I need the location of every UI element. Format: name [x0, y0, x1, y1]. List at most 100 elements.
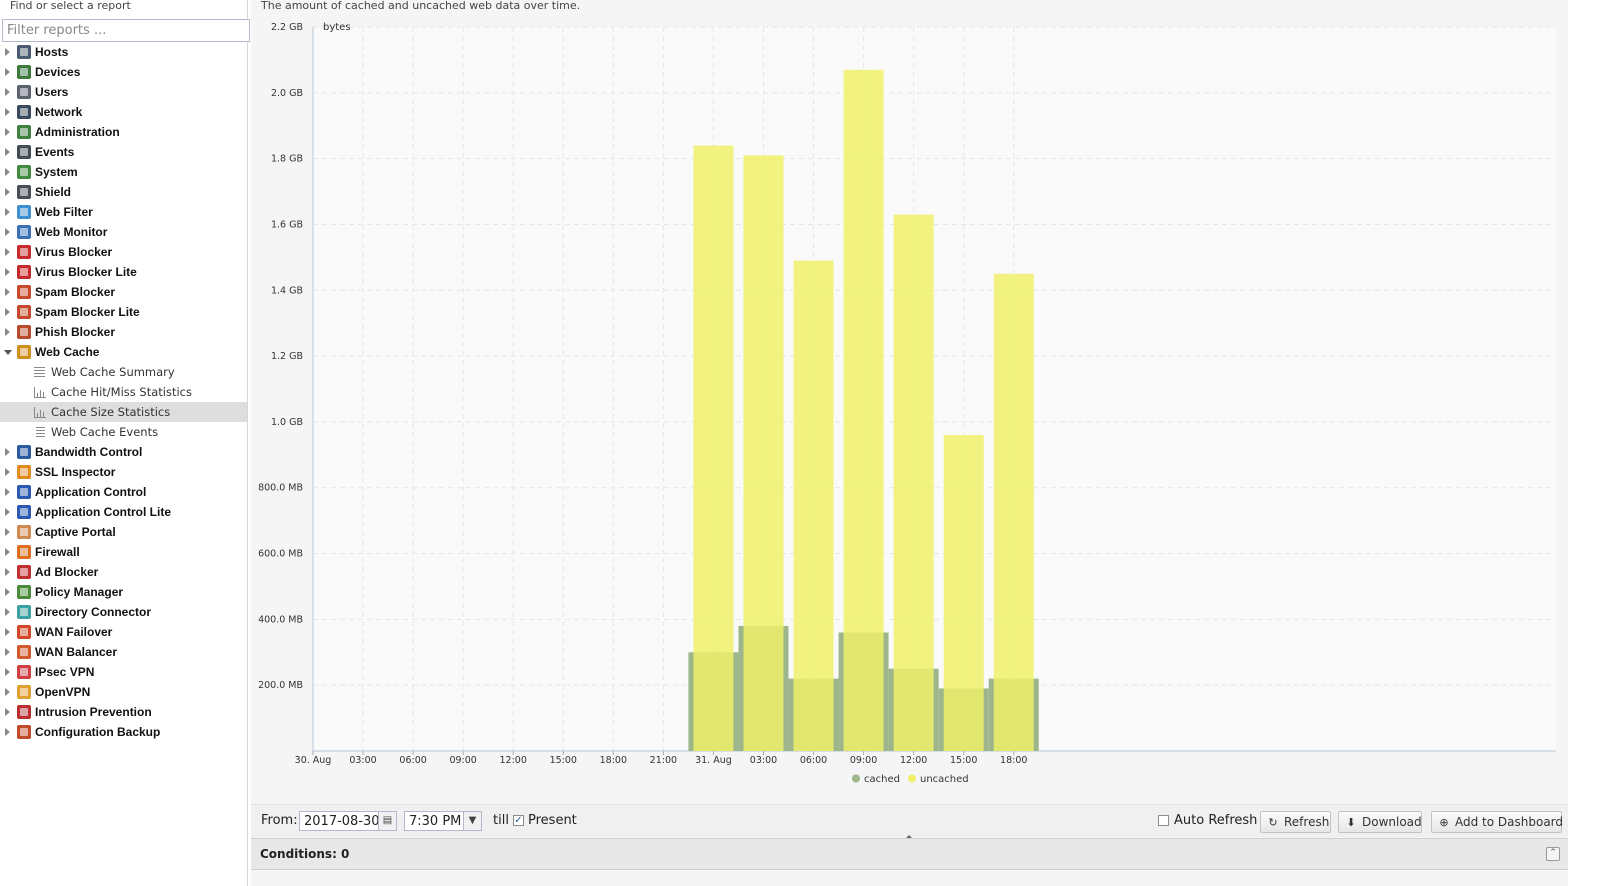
x-tick-label: 09:00 [449, 755, 476, 766]
add-to-dashboard-button[interactable]: ⊕ Add to Dashboard [1431, 811, 1563, 833]
tree-item-virus-blocker[interactable]: Virus Blocker [0, 242, 247, 262]
tree-collapsed-arrow-icon[interactable] [5, 128, 10, 136]
tree-item-label: Virus Blocker Lite [35, 265, 137, 279]
tree-collapsed-arrow-icon[interactable] [5, 608, 10, 616]
tree-collapsed-arrow-icon[interactable] [5, 488, 10, 496]
expand-collapse-icon[interactable]: ⌃ [1546, 847, 1560, 861]
tree-item-system[interactable]: System [0, 162, 247, 182]
tree-item-ssl-inspector[interactable]: SSL Inspector [0, 462, 247, 482]
x-tick-label: 06:00 [399, 755, 426, 766]
check-icon: ✓ [514, 815, 523, 826]
tree-collapsed-arrow-icon[interactable] [5, 228, 10, 236]
legend-label-uncached[interactable]: uncached [920, 774, 969, 785]
time-select[interactable]: 7:30 PM ▼ [404, 811, 482, 831]
tree-item-ad-blocker[interactable]: Ad Blocker [0, 562, 247, 582]
tree-item-label: Ad Blocker [35, 565, 99, 579]
tree-collapsed-arrow-icon[interactable] [5, 648, 10, 656]
tree-collapsed-arrow-icon[interactable] [5, 108, 10, 116]
tree-collapsed-arrow-icon[interactable] [5, 268, 10, 276]
tree-item-label: Devices [35, 65, 81, 79]
tree-collapsed-arrow-icon[interactable] [5, 208, 10, 216]
report-item-cache-size-statistics[interactable]: Cache Size Statistics [0, 402, 247, 422]
tree-item-captive-portal[interactable]: Captive Portal [0, 522, 247, 542]
tree-collapsed-arrow-icon[interactable] [5, 508, 10, 516]
page-margin [1568, 0, 1599, 886]
calendar-icon[interactable]: ▤ [378, 812, 396, 830]
tree-item-intrusion-prevention[interactable]: Intrusion Prevention [0, 702, 247, 722]
tree-collapsed-arrow-icon[interactable] [5, 628, 10, 636]
web-cache-app-icon [17, 345, 31, 359]
auto-refresh-checkbox[interactable] [1158, 815, 1169, 826]
tree-collapsed-arrow-icon[interactable] [5, 88, 10, 96]
tree-item-network[interactable]: Network [0, 102, 247, 122]
event-list-report-icon [34, 427, 45, 437]
tree-item-label: IPsec VPN [35, 665, 95, 679]
legend-label-cached[interactable]: cached [864, 774, 900, 785]
tree-item-users[interactable]: Users [0, 82, 247, 102]
tree-item-policy-manager[interactable]: Policy Manager [0, 582, 247, 602]
tree-collapsed-arrow-icon[interactable] [5, 448, 10, 456]
tree-item-virus-blocker-lite[interactable]: Virus Blocker Lite [0, 262, 247, 282]
tree-item-label: Spam Blocker Lite [35, 305, 140, 319]
tree-item-web-filter[interactable]: Web Filter [0, 202, 247, 222]
tree-item-web-cache[interactable]: Web Cache [0, 342, 247, 362]
tree-item-wan-failover[interactable]: WAN Failover [0, 622, 247, 642]
tree-collapsed-arrow-icon[interactable] [5, 668, 10, 676]
tree-item-application-control[interactable]: Application Control [0, 482, 247, 502]
report-item-web-cache-events[interactable]: Web Cache Events [0, 422, 247, 442]
tree-collapsed-arrow-icon[interactable] [5, 288, 10, 296]
tree-item-spam-blocker[interactable]: Spam Blocker [0, 282, 247, 302]
tree-item-openvpn[interactable]: OpenVPN [0, 682, 247, 702]
wan-failover-app-icon [17, 625, 31, 639]
tree-item-devices[interactable]: Devices [0, 62, 247, 82]
chevron-down-icon[interactable]: ▼ [463, 812, 481, 830]
tree-item-hosts[interactable]: Hosts [0, 42, 247, 62]
tree-collapsed-arrow-icon[interactable] [5, 168, 10, 176]
tree-item-spam-blocker-lite[interactable]: Spam Blocker Lite [0, 302, 247, 322]
tree-item-directory-connector[interactable]: Directory Connector [0, 602, 247, 622]
tree-expanded-arrow-icon[interactable] [4, 350, 12, 355]
x-tick-label: 30. Aug [295, 755, 332, 766]
tree-item-administration[interactable]: Administration [0, 122, 247, 142]
tree-item-phish-blocker[interactable]: Phish Blocker [0, 322, 247, 342]
phish-blocker-app-icon [17, 325, 31, 339]
tree-item-ipsec-vpn[interactable]: IPsec VPN [0, 662, 247, 682]
filter-reports-input[interactable] [2, 19, 250, 42]
tree-collapsed-arrow-icon[interactable] [5, 188, 10, 196]
firewall-app-icon [17, 545, 31, 559]
tree-item-application-control-lite[interactable]: Application Control Lite [0, 502, 247, 522]
tree-item-events[interactable]: Events [0, 142, 247, 162]
tree-collapsed-arrow-icon[interactable] [5, 68, 10, 76]
refresh-button[interactable]: ↻ Refresh [1260, 811, 1331, 833]
legend-marker-uncached[interactable] [908, 774, 916, 783]
tree-item-label: Hosts [35, 45, 69, 59]
network-app-icon [17, 105, 31, 119]
tree-collapsed-arrow-icon[interactable] [5, 708, 10, 716]
report-item-web-cache-summary[interactable]: Web Cache Summary [0, 362, 247, 382]
y-tick-label: 2.2 GB [271, 22, 303, 33]
tree-item-configuration-backup[interactable]: Configuration Backup [0, 722, 247, 742]
download-button[interactable]: ⬇ Download [1338, 811, 1422, 833]
tree-collapsed-arrow-icon[interactable] [5, 148, 10, 156]
date-field[interactable]: 2017-08-30 ▤ [299, 811, 397, 831]
tree-collapsed-arrow-icon[interactable] [5, 528, 10, 536]
legend-marker-cached[interactable] [852, 774, 860, 783]
tree-collapsed-arrow-icon[interactable] [5, 248, 10, 256]
tree-item-wan-balancer[interactable]: WAN Balancer [0, 642, 247, 662]
tree-collapsed-arrow-icon[interactable] [5, 588, 10, 596]
tree-collapsed-arrow-icon[interactable] [5, 308, 10, 316]
tree-collapsed-arrow-icon[interactable] [5, 468, 10, 476]
tree-collapsed-arrow-icon[interactable] [5, 688, 10, 696]
tree-collapsed-arrow-icon[interactable] [5, 568, 10, 576]
tree-item-bandwidth-control[interactable]: Bandwidth Control [0, 442, 247, 462]
tree-collapsed-arrow-icon[interactable] [5, 328, 10, 336]
report-item-cache-hit-miss-statistics[interactable]: Cache Hit/Miss Statistics [0, 382, 247, 402]
tree-collapsed-arrow-icon[interactable] [5, 728, 10, 736]
tree-item-shield[interactable]: Shield [0, 182, 247, 202]
tree-item-web-monitor[interactable]: Web Monitor [0, 222, 247, 242]
tree-collapsed-arrow-icon[interactable] [5, 48, 10, 56]
present-checkbox[interactable]: ✓ [513, 815, 524, 826]
tree-collapsed-arrow-icon[interactable] [5, 548, 10, 556]
tree-item-firewall[interactable]: Firewall [0, 542, 247, 562]
x-tick-label: 03:00 [750, 755, 777, 766]
